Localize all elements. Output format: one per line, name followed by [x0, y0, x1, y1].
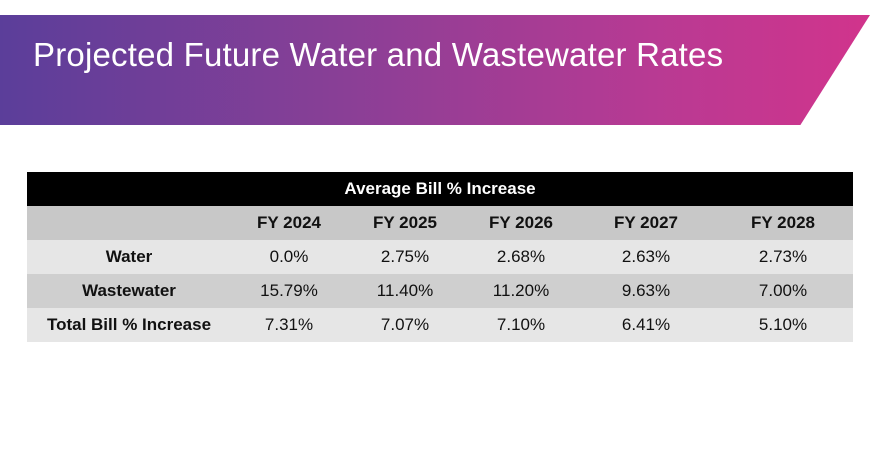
- column-header-fy2028: FY 2028: [713, 206, 854, 240]
- column-header-fy2024: FY 2024: [231, 206, 347, 240]
- row-label-total: Total Bill % Increase: [27, 308, 231, 342]
- rates-table: Average Bill % Increase FY 2024 FY 2025 …: [27, 172, 854, 342]
- column-header-fy2026: FY 2026: [463, 206, 579, 240]
- table-cell: 6.41%: [579, 308, 713, 342]
- column-header-fy2027: FY 2027: [579, 206, 713, 240]
- column-header-empty: [27, 206, 231, 240]
- column-header-fy2025: FY 2025: [347, 206, 463, 240]
- table-cell: 2.73%: [713, 240, 854, 274]
- table-cell: 2.68%: [463, 240, 579, 274]
- table-cell: 11.20%: [463, 274, 579, 308]
- table-cell: 0.0%: [231, 240, 347, 274]
- table-row-total: Total Bill % Increase 7.31% 7.07% 7.10% …: [27, 308, 854, 342]
- table-cell: 5.10%: [713, 308, 854, 342]
- table-cell: 7.07%: [347, 308, 463, 342]
- table-cell: 11.40%: [347, 274, 463, 308]
- table-header-row: FY 2024 FY 2025 FY 2026 FY 2027 FY 2028: [27, 206, 854, 240]
- table-row-water: Water 0.0% 2.75% 2.68% 2.63% 2.73%: [27, 240, 854, 274]
- table-row-wastewater: Wastewater 15.79% 11.40% 11.20% 9.63% 7.…: [27, 274, 854, 308]
- table-cell: 2.63%: [579, 240, 713, 274]
- slide-title: Projected Future Water and Wastewater Ra…: [33, 36, 724, 73]
- table-cell: 2.75%: [347, 240, 463, 274]
- table-caption-row: Average Bill % Increase: [27, 172, 854, 206]
- table-caption: Average Bill % Increase: [27, 172, 854, 206]
- table-cell: 9.63%: [579, 274, 713, 308]
- table-cell: 15.79%: [231, 274, 347, 308]
- table-cell: 7.00%: [713, 274, 854, 308]
- title-banner: [0, 15, 870, 125]
- row-label-water: Water: [27, 240, 231, 274]
- table-cell: 7.31%: [231, 308, 347, 342]
- rates-table-container: Average Bill % Increase FY 2024 FY 2025 …: [27, 172, 854, 342]
- table-cell: 7.10%: [463, 308, 579, 342]
- row-label-wastewater: Wastewater: [27, 274, 231, 308]
